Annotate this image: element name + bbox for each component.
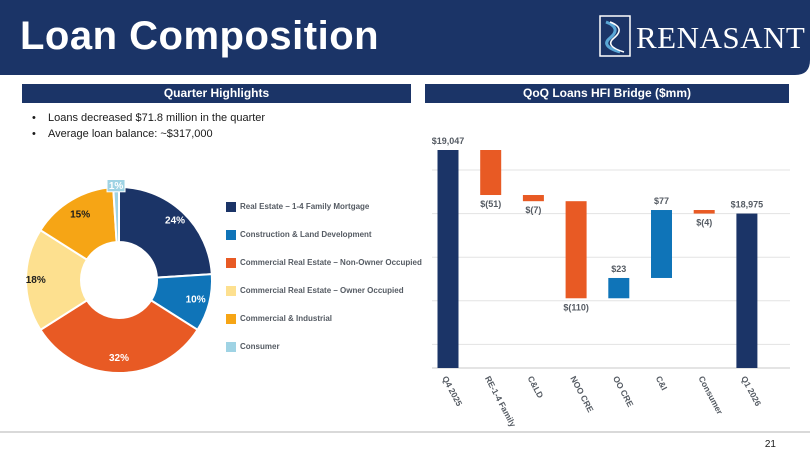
- donut-label-box: [106, 180, 126, 193]
- logo-emblem-icon: [599, 15, 631, 57]
- waterfall-bar: [608, 277, 630, 299]
- waterfall-data-label: $18,975: [731, 200, 764, 210]
- loans-bridge-waterfall-chart: $19,047 Q4 2025 $(51) RE-1-4 Family $(7) C&LD…: [432, 136, 790, 429]
- waterfall-data-label: $(51): [480, 199, 501, 209]
- category-tick-label: NOO CRE: [568, 374, 596, 414]
- donut-slice-label: 15%: [70, 209, 90, 220]
- highlight-item: Loans decreased $71.8 million in the qua…: [32, 112, 265, 124]
- legend-item-re-1-4-family: Real Estate – 1-4 Family Mortgage: [226, 202, 369, 212]
- slide-title: Loan Composition: [20, 14, 380, 58]
- donut-slice: [118, 185, 213, 279]
- category-tick-label: RE-1-4 Family: [483, 374, 518, 429]
- waterfall-bar: [693, 210, 715, 214]
- page-number: 21: [764, 439, 776, 450]
- legend-swatch: [226, 202, 236, 212]
- waterfall-data-label: $(7): [525, 205, 541, 215]
- footer-divider: [0, 431, 810, 433]
- donut-slice-label: 1%: [109, 181, 124, 192]
- legend-swatch: [226, 314, 236, 324]
- legend-label: Construction & Land Development: [240, 230, 372, 240]
- waterfall-data-label: $(4): [696, 218, 712, 228]
- quarter-highlights-heading: Quarter Highlights: [22, 84, 411, 103]
- category-tick-label: C&I: [654, 374, 670, 392]
- legend-swatch: [226, 230, 236, 240]
- category-tick-label: Consumer: [696, 374, 725, 416]
- loan-composition-donut-chart: 24% 10% 32% 18% 15% 1%: [25, 180, 213, 374]
- waterfall-data-label: $(110): [563, 302, 589, 312]
- waterfall-data-label: $23: [611, 264, 626, 274]
- donut-slice: [25, 228, 89, 332]
- waterfall-bar: [480, 150, 502, 196]
- legend-label: Commercial Real Estate – Non-Owner Occup…: [240, 258, 422, 268]
- legend-swatch: [226, 258, 236, 268]
- waterfall-bar: [437, 150, 459, 368]
- legend-label: Commercial & Industrial: [240, 314, 333, 324]
- highlights-list: Loans decreased $71.8 million in the qua…: [32, 112, 265, 144]
- slide-header: Loan Composition RENASANT: [0, 0, 810, 75]
- category-tick-label: Q4 2025: [440, 374, 464, 408]
- legend-label: Real Estate – 1-4 Family Mortgage: [240, 202, 370, 212]
- category-tick-label: C&LD: [526, 374, 546, 400]
- legend-label: Consumer: [240, 342, 280, 352]
- legend-label: Commercial Real Estate – Owner Occupied: [240, 286, 404, 296]
- category-tick-label: OO CRE: [611, 374, 636, 409]
- legend-swatch: [226, 286, 236, 296]
- waterfall-bar: [522, 195, 544, 202]
- company-logo: RENASANT: [598, 12, 805, 60]
- donut-slice-label: 32%: [109, 353, 129, 364]
- highlight-item: Average loan balance: ~$317,000: [32, 128, 265, 140]
- waterfall-bar: [736, 213, 758, 368]
- bridge-chart-heading: QoQ Loans HFI Bridge ($mm): [425, 84, 789, 103]
- logo-text: RENASANT: [636, 20, 806, 55]
- legend-swatch: [226, 342, 236, 352]
- legend-item-cre-oo: Commercial Real Estate – Owner Occupied: [226, 286, 404, 296]
- legend-item-c-and-i: Commercial & Industrial: [226, 314, 332, 324]
- waterfall-bar: [651, 210, 672, 278]
- legend-item-construction: Construction & Land Development: [226, 230, 372, 240]
- donut-slice-label: 24%: [165, 215, 185, 226]
- donut-slice: [39, 298, 199, 374]
- donut-slice-label: 18%: [26, 275, 46, 286]
- waterfall-data-label: $19,047: [432, 136, 464, 146]
- legend-item-consumer: Consumer: [226, 342, 280, 352]
- legend-item-cre-noo: Commercial Real Estate – Non-Owner Occup…: [226, 258, 422, 268]
- category-tick-label: Q1 2026: [739, 374, 763, 408]
- waterfall-bar: [565, 201, 587, 299]
- waterfall-data-label: $77: [654, 196, 669, 206]
- donut-slice-label: 10%: [186, 295, 206, 306]
